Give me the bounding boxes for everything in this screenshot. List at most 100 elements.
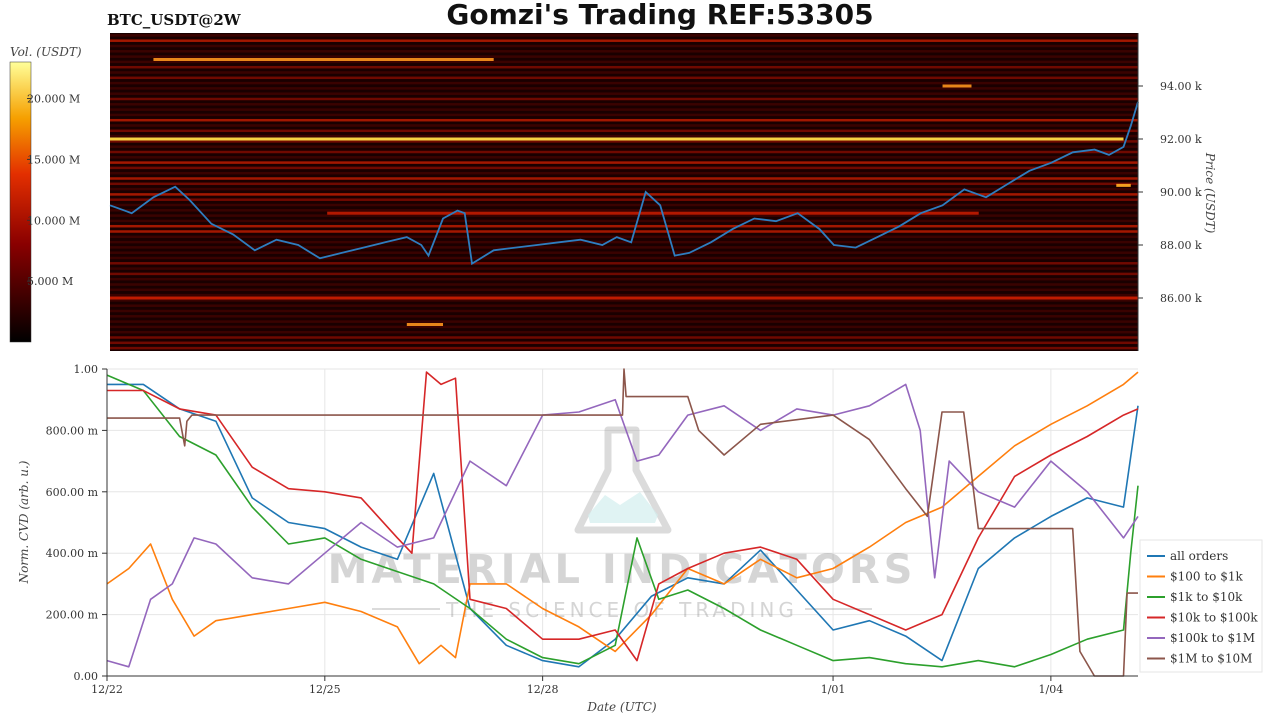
watermark: MATERIAL INDICATORS THE SCIENCE OF TRADI… (328, 426, 917, 622)
cvd-line (107, 371, 1139, 662)
liquidity-row (110, 103, 1138, 106)
liquidity-row (110, 60, 1138, 64)
liquidity-row (110, 283, 1138, 286)
liquidity-row (110, 134, 1138, 138)
price-tick-label: 86.00 k (1160, 292, 1202, 305)
cvd-axes: 0.00 200.00 m 400.00 m 600.00 m 800.00 m 1.00… (46, 363, 1138, 696)
liquidity-level (110, 137, 1124, 141)
heatmap-rows (110, 34, 1138, 350)
heatmap-background (110, 33, 1138, 351)
price-series (109, 101, 1139, 266)
liquidity-row (110, 81, 1138, 85)
cvd-y-tick-label: 0.00 (74, 670, 99, 683)
colorbar-tick-label: 15.000 M (27, 153, 80, 166)
flask-icon (574, 426, 672, 534)
liquidity-row (110, 44, 1138, 48)
cvd-line (106, 374, 1139, 668)
liquidity-row (110, 299, 1138, 302)
cvd-line (106, 371, 1139, 665)
liquidity-row (110, 193, 1138, 196)
liquidity-row (110, 113, 1138, 117)
liquidity-row (110, 262, 1138, 265)
liquidity-row (110, 293, 1138, 297)
liquidity-row (110, 288, 1138, 292)
liquidity-row (110, 219, 1138, 223)
liquidity-row (110, 341, 1138, 345)
price-tick-label: 92.00 k (1160, 133, 1202, 146)
colorbar-label: Vol. (USDT) (10, 45, 82, 59)
price-axis-label: Price (USDT) (1203, 152, 1217, 234)
flask-liquid-icon (588, 492, 658, 523)
liquidity-row (110, 55, 1138, 58)
legend-item-label: $1k to $10k (1170, 590, 1243, 604)
cvd-line (106, 383, 1139, 668)
legend-item-label: all orders (1170, 549, 1228, 563)
liquidity-row (110, 251, 1138, 254)
legend-item-label: $100k to $1M (1170, 631, 1255, 645)
liquidity-row (110, 166, 1138, 170)
liquidity-row (110, 230, 1138, 233)
cvd-series (106, 368, 1139, 677)
liquidity-row (110, 50, 1138, 53)
liquidity-row (110, 346, 1138, 350)
liquidity-row (110, 309, 1138, 313)
liquidity-row (110, 92, 1138, 95)
liquidity-level (1116, 183, 1131, 187)
cvd-line (107, 383, 1139, 668)
colorbar-tick-label: 10.000 M (27, 214, 80, 227)
x-tick-label: 12/28 (527, 683, 559, 696)
liquidity-row (110, 256, 1138, 260)
legend: all orders $100 to $1k $1k to $10k $10k to … (1139, 539, 1263, 673)
x-tick-label: 1/01 (821, 683, 846, 696)
liquidity-row (110, 177, 1138, 180)
colorbar-tick-label: 5.000 M (27, 275, 73, 288)
liquidity-level (406, 323, 444, 326)
legend-box (1139, 539, 1263, 673)
liquidity-row (110, 156, 1138, 159)
liquidity-row (110, 124, 1138, 127)
cvd-y-tick-label: 400.00 m (46, 547, 99, 560)
cvd-y-tick-label: 1.00 (74, 363, 99, 376)
liquidity-row (110, 315, 1138, 318)
cvd-y-tick-label: 600.00 m (46, 486, 99, 499)
liquidity-row (110, 65, 1138, 69)
price-line (109, 101, 1139, 266)
chart-title: Gomzi's Trading REF:53305 (446, 0, 873, 31)
cvd-axis-label: Norm. CVD (arb. u.) (17, 460, 31, 584)
watermark-title: MATERIAL INDICATORS (328, 547, 917, 593)
price-tick-label: 94.00 k (1160, 80, 1202, 93)
liquidity-row (110, 203, 1138, 207)
liquidity-row (110, 224, 1138, 228)
liquidity-row (110, 129, 1138, 133)
liquidity-row (110, 330, 1138, 334)
liquidity-row (110, 140, 1138, 143)
price-axis: 86.00 k 88.00 k 90.00 k 92.00 k 94.00 k (1137, 33, 1202, 351)
cvd-y-tick-label: 800.00 m (46, 424, 99, 437)
liquidity-level (153, 58, 494, 61)
colorbar-tick-label: 20.000 M (27, 93, 80, 106)
legend-item-label: $100 to $1k (1170, 570, 1243, 584)
x-tick-label: 12/25 (309, 683, 341, 696)
price-tick-label: 90.00 k (1160, 186, 1202, 199)
liquidity-row (110, 304, 1138, 307)
legend-item-label: $1M to $10M (1170, 652, 1252, 666)
liquidity-row (110, 150, 1138, 154)
liquidity-row (110, 34, 1138, 37)
watermark-subtitle: THE SCIENCE OF TRADING (445, 598, 798, 622)
colorbar-ticks: 5.000 M 10.000 M 15.000 M 20.000 M (27, 93, 80, 288)
liquidity-row (110, 76, 1138, 80)
liquidity-row (110, 267, 1138, 270)
liquidity-row (110, 161, 1138, 164)
cvd-line (107, 368, 1138, 677)
liquidity-row (110, 336, 1138, 339)
colorbar (9, 61, 32, 343)
liquidity-row (110, 97, 1138, 101)
x-tick-label: 1/04 (1039, 683, 1064, 696)
liquidity-level (942, 84, 972, 88)
liquidity-row (110, 240, 1138, 244)
price-tick-label: 88.00 k (1160, 239, 1202, 252)
liquidity-level (110, 296, 1138, 300)
liquidity-row (110, 39, 1138, 42)
liquidity-row (110, 209, 1138, 212)
